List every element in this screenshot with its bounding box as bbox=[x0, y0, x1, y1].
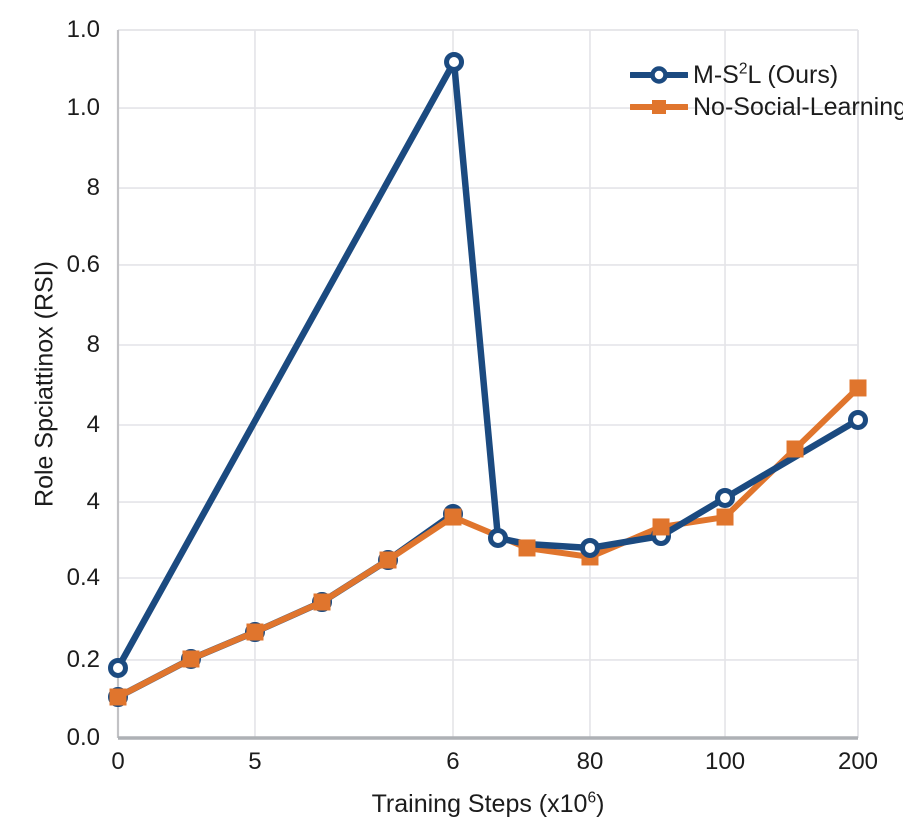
data-point-square bbox=[716, 508, 734, 526]
data-point-square bbox=[849, 379, 867, 397]
label-text: ) bbox=[596, 790, 605, 818]
legend-item: No-Social-Learning bbox=[630, 91, 903, 123]
y-tick-label: 1.0 bbox=[66, 94, 100, 122]
label-text: L (Ours) bbox=[747, 60, 839, 89]
data-point-square bbox=[182, 650, 200, 668]
legend-swatch-circle-icon bbox=[630, 66, 688, 84]
data-point-circle bbox=[848, 409, 868, 430]
legend: M-S2L (Ours) No-Social-Learning bbox=[630, 59, 903, 123]
data-point-square bbox=[379, 551, 397, 569]
x-tick-label: 0 bbox=[111, 748, 125, 775]
legend-item: M-S2L (Ours) bbox=[630, 59, 903, 91]
label-text: M-S bbox=[693, 60, 739, 89]
data-point-square bbox=[652, 518, 670, 536]
y-tick-label: 0.2 bbox=[66, 645, 100, 673]
x-tick-label: 100 bbox=[704, 748, 746, 775]
x-tick-label: 6 bbox=[446, 748, 460, 775]
y-tick-label: 4 bbox=[86, 488, 100, 516]
label-text: Training Steps (x10 bbox=[371, 790, 588, 818]
x-tick-label: 80 bbox=[576, 748, 604, 775]
data-point-square bbox=[444, 508, 462, 526]
superscript: 6 bbox=[587, 789, 597, 807]
data-point-square bbox=[313, 593, 331, 611]
y-tick-label: 4 bbox=[86, 410, 100, 438]
data-point-square bbox=[786, 440, 804, 458]
series-line-ms2l bbox=[114, 58, 862, 672]
data-point-circle bbox=[108, 657, 128, 678]
data-point-square bbox=[246, 623, 264, 641]
data-point-circle bbox=[444, 52, 465, 73]
y-tick-label: 0.4 bbox=[66, 563, 100, 591]
y-tick-label: 0.6 bbox=[66, 250, 100, 278]
y-axis-title: Role Spciattinox (RSI) bbox=[30, 261, 59, 507]
label-text: No-Social-Learning bbox=[693, 92, 903, 121]
data-point-square bbox=[518, 539, 536, 557]
x-tick-label: 5 bbox=[248, 748, 262, 775]
y-tick-label: 8 bbox=[86, 330, 100, 358]
y-tick-label: 8 bbox=[86, 174, 100, 202]
y-tick-label: 1.0 bbox=[66, 16, 100, 43]
data-point-circle bbox=[715, 487, 736, 508]
data-point-square bbox=[109, 688, 127, 706]
legend-label: No-Social-Learning bbox=[693, 93, 903, 122]
legend-swatch-square-icon bbox=[630, 100, 688, 114]
superscript: 2 bbox=[738, 60, 748, 78]
data-point-circle bbox=[487, 527, 508, 548]
x-axis-title: Training Steps (x106) bbox=[372, 790, 605, 819]
x-tick-label: 200 bbox=[837, 748, 879, 775]
y-tick-label: 0.0 bbox=[66, 724, 100, 751]
data-point-circle bbox=[579, 537, 600, 558]
legend-label: M-S2L (Ours) bbox=[693, 61, 838, 90]
